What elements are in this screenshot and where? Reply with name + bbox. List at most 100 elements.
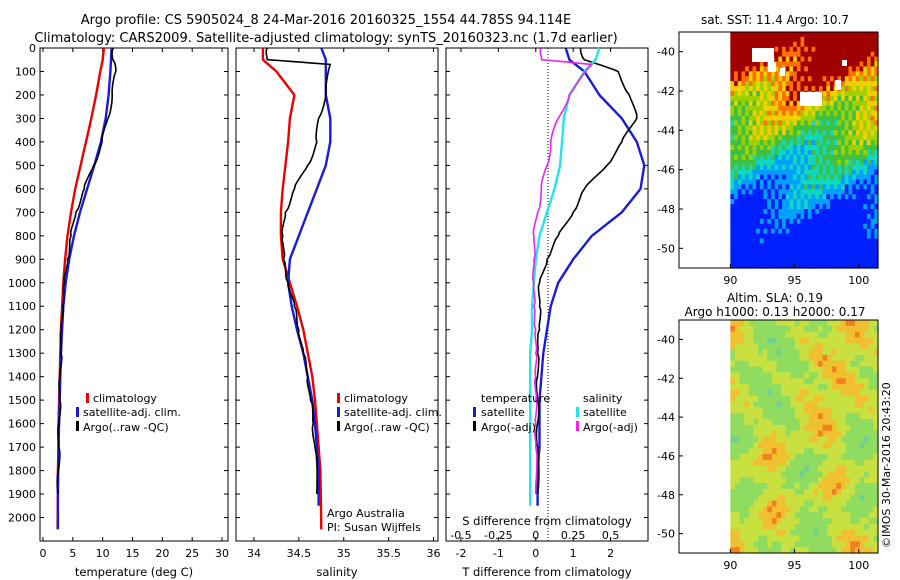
heatmap-cell <box>873 547 879 554</box>
heatmap-cell <box>841 213 846 220</box>
heatmap-cell <box>785 56 791 63</box>
heatmap-cell <box>870 32 875 38</box>
heatmap-cell <box>762 541 768 548</box>
heatmap-cell <box>785 184 791 190</box>
heatmap-cell <box>789 189 794 195</box>
heatmap-cell <box>822 179 827 186</box>
heatmap-cell <box>815 159 820 166</box>
heatmap-cell <box>789 243 794 249</box>
heatmap-cell <box>745 140 750 146</box>
heatmap-cell <box>841 46 846 53</box>
heatmap-cell <box>748 150 754 156</box>
heatmap-cell <box>859 419 865 426</box>
heatmap-cell <box>807 189 813 195</box>
heatmap-cell <box>868 459 874 467</box>
heatmap-cell <box>748 378 755 385</box>
heatmap-cell <box>730 500 736 507</box>
heatmap-cell <box>739 471 745 478</box>
heatmap-cell <box>748 86 754 92</box>
heatmap-cell <box>848 125 853 131</box>
heatmap-cell <box>799 395 805 403</box>
heatmap-cell <box>741 169 746 176</box>
heatmap-cell <box>804 320 810 327</box>
heatmap-cell <box>767 320 773 327</box>
heatmap-cell <box>844 135 850 141</box>
heatmap-cell <box>827 453 833 461</box>
heatmap-cell <box>818 194 824 200</box>
heatmap-cell <box>734 424 741 432</box>
heatmap-cell <box>763 32 768 38</box>
heatmap-cell <box>822 453 828 461</box>
heatmap-cell <box>753 354 759 362</box>
heatmap-cell <box>859 218 864 225</box>
heatmap-cell <box>770 105 776 112</box>
heatmap-cell <box>808 325 814 333</box>
heatmap-cell <box>811 169 816 176</box>
heatmap-cell <box>811 105 816 112</box>
heatmap-cell <box>852 179 857 186</box>
series-line-satellite-adj-clim <box>286 47 332 506</box>
heatmap-cell <box>759 243 765 249</box>
heatmap-cell <box>852 218 857 225</box>
heatmap-cell <box>826 145 831 151</box>
heatmap-cell <box>781 366 787 374</box>
heatmap-cell <box>796 184 802 190</box>
heatmap-cell <box>844 115 850 122</box>
heatmap-cell <box>771 477 778 484</box>
heatmap-cell <box>782 110 787 117</box>
heatmap-cell <box>734 541 741 548</box>
heatmap-cell <box>815 154 820 161</box>
legend-label-climatology: climatology <box>93 392 157 405</box>
heatmap-cell <box>830 71 835 77</box>
heatmap-cell <box>868 506 874 513</box>
heatmap-cell <box>841 483 847 490</box>
heatmap-cell <box>818 442 824 449</box>
heatmap-cell <box>774 71 779 77</box>
heatmap-cell <box>785 233 791 240</box>
heatmap-cell <box>774 41 779 48</box>
heatmap-cell <box>855 145 861 151</box>
heatmap-cell <box>763 233 768 240</box>
heatmap-cell <box>854 529 861 537</box>
heatmap-cell <box>859 110 864 117</box>
heatmap-cell <box>844 223 850 230</box>
heatmap-cell <box>767 145 772 151</box>
heatmap-cell <box>763 263 768 269</box>
heatmap-cell <box>793 209 798 215</box>
heatmap-cell <box>845 453 851 461</box>
heatmap-cell <box>811 164 816 171</box>
heatmap-cell <box>759 95 765 102</box>
heatmap-cell <box>859 512 865 519</box>
heatmap-cell <box>767 100 772 107</box>
heatmap-cell <box>854 407 861 414</box>
heatmap-cell <box>793 61 798 68</box>
heatmap-cell <box>734 184 739 190</box>
heatmap-cell <box>870 159 875 166</box>
heatmap-cell <box>794 529 801 537</box>
heatmap-cell <box>850 343 856 350</box>
heatmap-cell <box>734 169 739 176</box>
heatmap-cell <box>734 130 739 136</box>
heatmap-cell <box>844 66 850 72</box>
heatmap-cell <box>790 343 796 350</box>
heatmap-cell <box>855 110 861 117</box>
heatmap-cell <box>873 535 879 542</box>
heatmap-cell <box>837 164 842 171</box>
heatmap-cell <box>796 71 802 77</box>
heatmap-cell <box>778 228 783 235</box>
heatmap-cell <box>845 506 851 513</box>
heatmap-cell <box>863 36 868 43</box>
heatmap-cell <box>741 243 746 249</box>
heatmap-cell <box>818 76 824 82</box>
heatmap-cell <box>763 248 768 254</box>
sla-map-title: Altim. SLA: 0.19 <box>727 291 823 305</box>
heatmap-cell <box>745 51 750 58</box>
heatmap-cell <box>781 483 787 490</box>
heatmap-cell <box>844 253 850 259</box>
heatmap-cell <box>848 199 853 205</box>
heatmap-cell <box>774 164 779 171</box>
heatmap-cell <box>778 36 783 43</box>
heatmap-cell <box>799 337 805 344</box>
heatmap-cell <box>800 154 805 161</box>
heatmap-cell <box>752 253 757 259</box>
